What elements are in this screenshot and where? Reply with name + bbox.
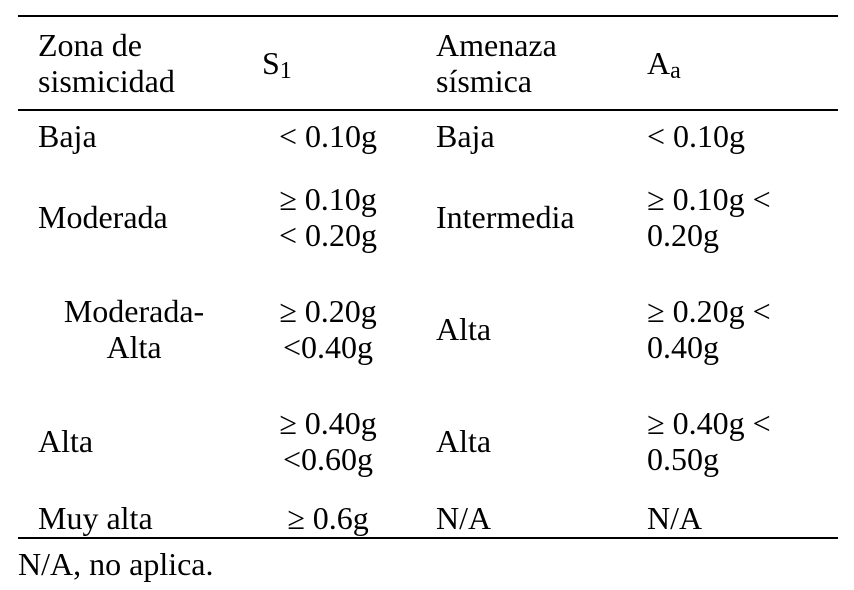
table-cell: Intermedia bbox=[436, 199, 575, 235]
table-row: Muy alta ≥ 0.6g N/A N/A bbox=[18, 498, 838, 538]
header-subscript: a bbox=[670, 58, 681, 84]
table-cell: ≥ 0.40g <0.60g bbox=[279, 405, 377, 477]
header-cell: Amenaza sísmica bbox=[406, 16, 630, 110]
header-cell: S1 bbox=[250, 16, 406, 110]
table-cell: ≥ 0.20g < 0.40g bbox=[647, 293, 771, 365]
table-cell: ≥ 0.6g bbox=[287, 499, 369, 536]
table-cell: Baja bbox=[38, 117, 97, 154]
seismic-table: Zona de sismicidad S1 Amenaza sísmica Aa Ba… bbox=[18, 15, 838, 539]
table-cell: Baja bbox=[436, 117, 495, 154]
header-text: Amenaza sísmica bbox=[436, 27, 557, 99]
table-cell: N/A bbox=[647, 499, 703, 536]
table-cell: < 0.10g bbox=[647, 117, 746, 154]
header-cell: Zona de sismicidad bbox=[18, 16, 250, 110]
table-row: Moderada- Alta ≥ 0.20g <0.40g Alta ≥ 0.20g … bbox=[18, 274, 838, 384]
table-cell: Moderada- Alta bbox=[63, 293, 205, 365]
table-row: Baja < 0.10g Baja < 0.10g bbox=[18, 110, 838, 160]
table-cell: Moderada bbox=[38, 199, 168, 235]
header-row: Zona de sismicidad S1 Amenaza sísmica Aa bbox=[18, 16, 838, 110]
table-cell: ≥ 0.10g < 0.20g bbox=[647, 181, 771, 253]
table-header: Zona de sismicidad S1 Amenaza sísmica Aa bbox=[18, 16, 838, 110]
table-cell: ≥ 0.40g < 0.50g bbox=[647, 405, 771, 477]
table-row: Moderada ≥ 0.10g < 0.20g Intermedia ≥ 0.10g… bbox=[18, 160, 838, 274]
table-body: Baja < 0.10g Baja < 0.10g Moderada ≥ 0.10g < … bbox=[18, 110, 838, 538]
header-text: Zona de sismicidad bbox=[38, 27, 175, 99]
header-subscript: 1 bbox=[279, 58, 292, 84]
table-cell: Alta bbox=[436, 423, 492, 459]
table-cell: ≥ 0.20g <0.40g bbox=[279, 293, 377, 365]
header-cell: Aa bbox=[630, 16, 838, 110]
table-cell: N/A bbox=[436, 499, 492, 536]
table-cell: Alta bbox=[38, 423, 94, 459]
footnote: N/A, no aplica. bbox=[18, 546, 214, 582]
table-cell: < 0.10g bbox=[278, 117, 378, 154]
header-text: S bbox=[262, 45, 280, 81]
table-row: Alta ≥ 0.40g <0.60g Alta ≥ 0.40g < 0.50g bbox=[18, 384, 838, 498]
header-text: A bbox=[647, 45, 671, 81]
table-cell: Alta bbox=[436, 311, 492, 347]
table-cell: Muy alta bbox=[38, 499, 153, 536]
table-cell: ≥ 0.10g < 0.20g bbox=[278, 181, 378, 253]
